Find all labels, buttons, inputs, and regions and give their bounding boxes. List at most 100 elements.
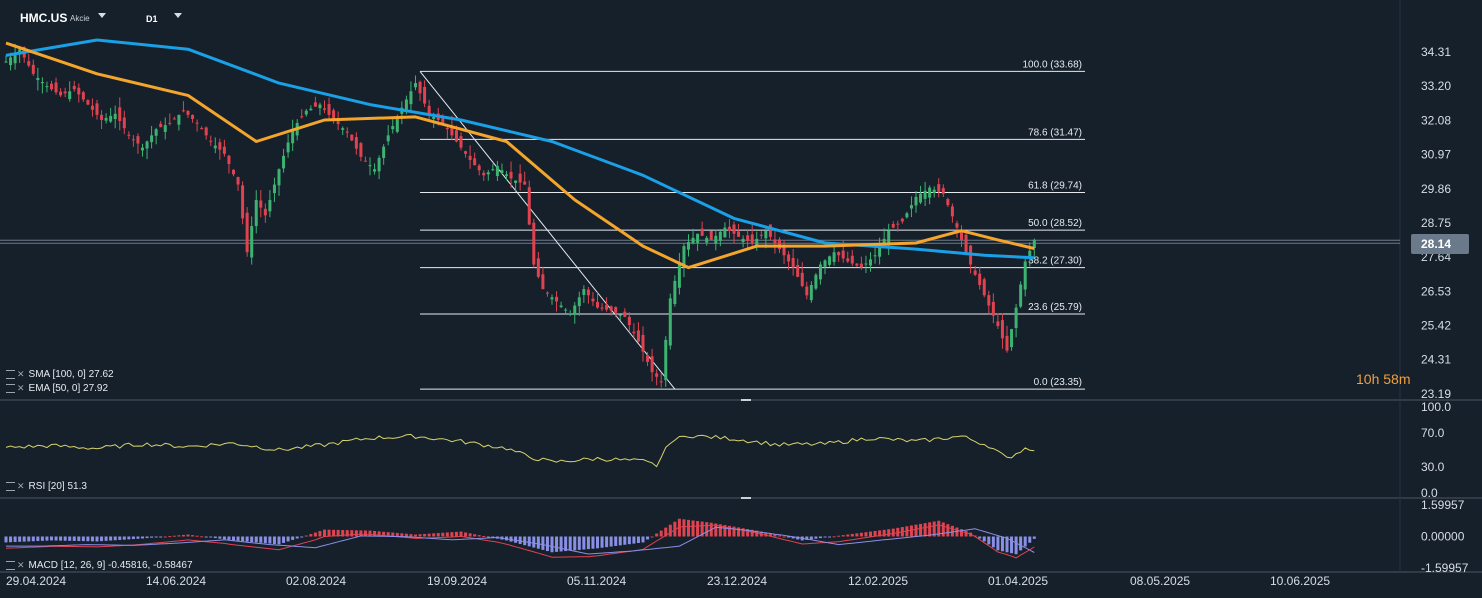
- macd-histogram-bar: [623, 536, 627, 545]
- macd-histogram-bar: [696, 521, 700, 537]
- candle: [382, 146, 386, 159]
- candle: [732, 224, 736, 234]
- symbol-dropdown-icon[interactable]: [98, 13, 106, 18]
- macd-histogram-bar: [282, 536, 286, 543]
- settings-icon[interactable]: [6, 560, 15, 570]
- macd-histogram-bar: [768, 533, 772, 537]
- candle: [163, 125, 167, 132]
- macd-histogram-bar: [541, 536, 545, 550]
- macd-histogram-bar: [22, 536, 26, 542]
- candle: [222, 146, 226, 154]
- macd-histogram-bar: [486, 536, 490, 538]
- macd-histogram-bar: [350, 530, 354, 537]
- ema-50-line: [5, 41, 1035, 270]
- fib-trendline: [419, 71, 676, 390]
- macd-histogram-bar: [846, 534, 850, 537]
- macd-histogram-bar: [878, 530, 882, 537]
- macd-histogram-bar: [946, 524, 950, 537]
- timeframe-dropdown-icon[interactable]: [174, 13, 182, 18]
- macd-histogram-bar: [960, 529, 963, 537]
- candle: [773, 239, 777, 243]
- macd-histogram-bar: [564, 536, 568, 552]
- candle: [136, 136, 140, 144]
- settings-icon[interactable]: [6, 369, 15, 379]
- candle: [122, 117, 126, 129]
- date-axis-tick: 19.09.2024: [427, 574, 487, 588]
- candle: [978, 273, 982, 286]
- close-icon[interactable]: ✕: [17, 481, 25, 491]
- candle: [86, 100, 90, 105]
- close-icon[interactable]: ✕: [17, 383, 25, 393]
- macd-histogram-bar: [268, 536, 272, 544]
- macd-histogram-bar: [177, 535, 181, 537]
- macd-histogram-bar: [837, 535, 841, 537]
- candle: [960, 229, 963, 240]
- macd-histogram-bar: [154, 536, 158, 538]
- candle: [846, 258, 850, 262]
- macd-histogram-bar: [382, 531, 386, 537]
- candle: [31, 64, 35, 74]
- candle: [559, 305, 563, 308]
- macd-histogram-bar: [882, 529, 886, 537]
- macd-histogram-bar: [222, 536, 226, 540]
- price-axis-tick: 26.53: [1421, 284, 1451, 298]
- candle: [414, 83, 417, 88]
- candle: [523, 181, 527, 185]
- macd-histogram-bar: [209, 536, 213, 538]
- macd-histogram-bar: [191, 535, 195, 537]
- macd-histogram-bar: [527, 536, 531, 547]
- candle: [313, 102, 317, 107]
- macd-histogram-bar: [641, 536, 645, 543]
- macd-histogram-bar: [809, 536, 813, 540]
- timeframe-label[interactable]: D1: [146, 14, 158, 24]
- ema-legend-text: EMA [50, 0] 27.92: [28, 383, 109, 394]
- macd-histogram-bar: [491, 536, 495, 538]
- settings-icon[interactable]: [6, 383, 15, 393]
- candle: [828, 256, 832, 265]
- candle: [509, 171, 513, 179]
- price-axis-tick: 25.42: [1421, 318, 1451, 332]
- close-icon[interactable]: ✕: [17, 560, 25, 570]
- macd-histogram-bar: [545, 536, 549, 552]
- candle: [727, 226, 731, 231]
- macd-histogram-bar: [277, 536, 281, 545]
- macd-histogram-bar: [928, 522, 932, 537]
- symbol-name[interactable]: HMC.US: [20, 11, 68, 25]
- candle: [81, 92, 85, 100]
- candle: [1023, 261, 1027, 290]
- macd-histogram-bar: [72, 536, 76, 541]
- macd-histogram-bar: [127, 536, 131, 540]
- rsi-axis-tick: 30.0: [1421, 460, 1445, 474]
- macd-histogram-bar: [200, 536, 204, 538]
- macd-histogram-bar: [227, 536, 231, 540]
- macd-histogram-bar: [100, 536, 104, 542]
- macd-histogram-bar: [909, 525, 913, 537]
- candle: [95, 103, 99, 115]
- candle: [336, 121, 340, 125]
- macd-histogram-bar: [673, 521, 677, 537]
- macd-histogram-bar: [118, 536, 122, 540]
- macd-histogram-bar: [363, 530, 367, 537]
- candle: [77, 87, 81, 95]
- candle: [550, 297, 554, 300]
- macd-histogram-bar: [1019, 536, 1023, 551]
- macd-histogram-bar: [741, 528, 745, 537]
- macd-histogram-bar: [668, 524, 672, 537]
- rsi-legend-text: RSI [20] 51.3: [28, 481, 87, 492]
- close-icon[interactable]: ✕: [17, 369, 25, 379]
- macd-histogram-bar: [459, 531, 463, 537]
- macd-histogram-bar: [323, 529, 326, 537]
- sma-legend: ✕ SMA [100, 0] 27.62: [6, 369, 114, 380]
- macd-histogram-bar: [700, 521, 704, 537]
- sma-legend-text: SMA [100, 0] 27.62: [28, 369, 114, 380]
- candle: [181, 110, 185, 112]
- candle: [109, 115, 113, 122]
- macd-histogram-bar: [304, 535, 308, 537]
- candle: [332, 110, 336, 120]
- candle: [791, 257, 795, 268]
- candle: [882, 238, 886, 245]
- candle: [718, 231, 722, 242]
- settings-icon[interactable]: [6, 481, 15, 491]
- macd-histogram-bar: [582, 536, 586, 550]
